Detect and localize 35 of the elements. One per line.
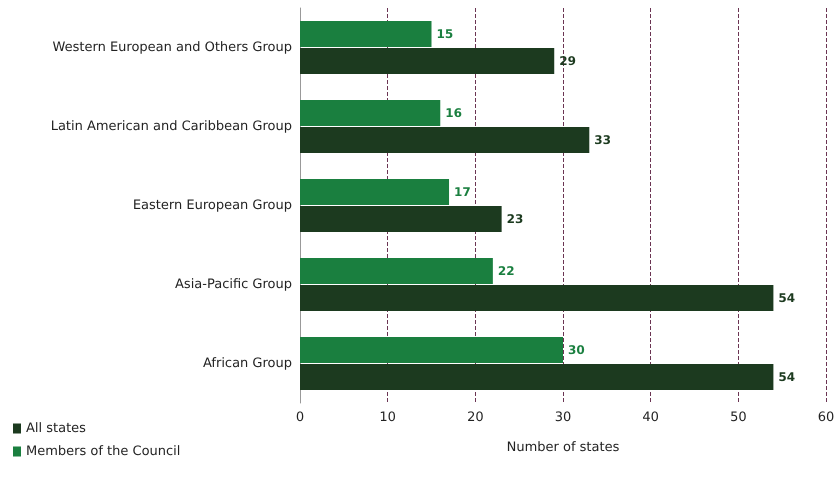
- x-tick-label: 10: [379, 410, 396, 425]
- data-label: 15: [436, 26, 454, 41]
- bar: [300, 178, 450, 205]
- data-label: 23: [506, 212, 524, 226]
- data-label: 33: [594, 133, 612, 148]
- data-label: 16: [445, 106, 462, 120]
- x-tick-label: 40: [642, 410, 659, 425]
- y-tick-label: Eastern European Group: [132, 198, 292, 213]
- x-tick-label: 50: [730, 410, 747, 425]
- bar: [300, 206, 502, 232]
- y-tick-label: Latin American and Caribbean Group: [50, 119, 292, 134]
- y-tick-label: Asia-Pacific Group: [175, 277, 292, 292]
- bar: [300, 364, 774, 390]
- x-tick-label: 20: [467, 410, 484, 425]
- bar: [300, 127, 590, 154]
- bar: [300, 20, 432, 47]
- bar: [300, 100, 440, 126]
- bar: [300, 48, 554, 74]
- legend-label: All states: [26, 421, 86, 436]
- bar: [300, 336, 563, 363]
- data-label: 17: [454, 184, 471, 199]
- data-label: 54: [778, 291, 796, 306]
- x-tick-label: 60: [818, 410, 834, 425]
- data-label: 54: [778, 370, 796, 384]
- x-tick-label: 0: [296, 410, 304, 425]
- y-tick-label: African Group: [202, 356, 292, 371]
- data-label: 30: [568, 342, 585, 357]
- data-label: 22: [498, 264, 515, 278]
- x-axis-title: Number of states: [506, 440, 620, 455]
- bar: [300, 258, 493, 284]
- data-label: 29: [559, 54, 576, 68]
- y-tick-label: Western European and Others Group: [52, 40, 292, 55]
- bar: [300, 285, 774, 312]
- x-tick-label: 30: [554, 410, 572, 425]
- legend-label: Members of the Council: [26, 444, 180, 459]
